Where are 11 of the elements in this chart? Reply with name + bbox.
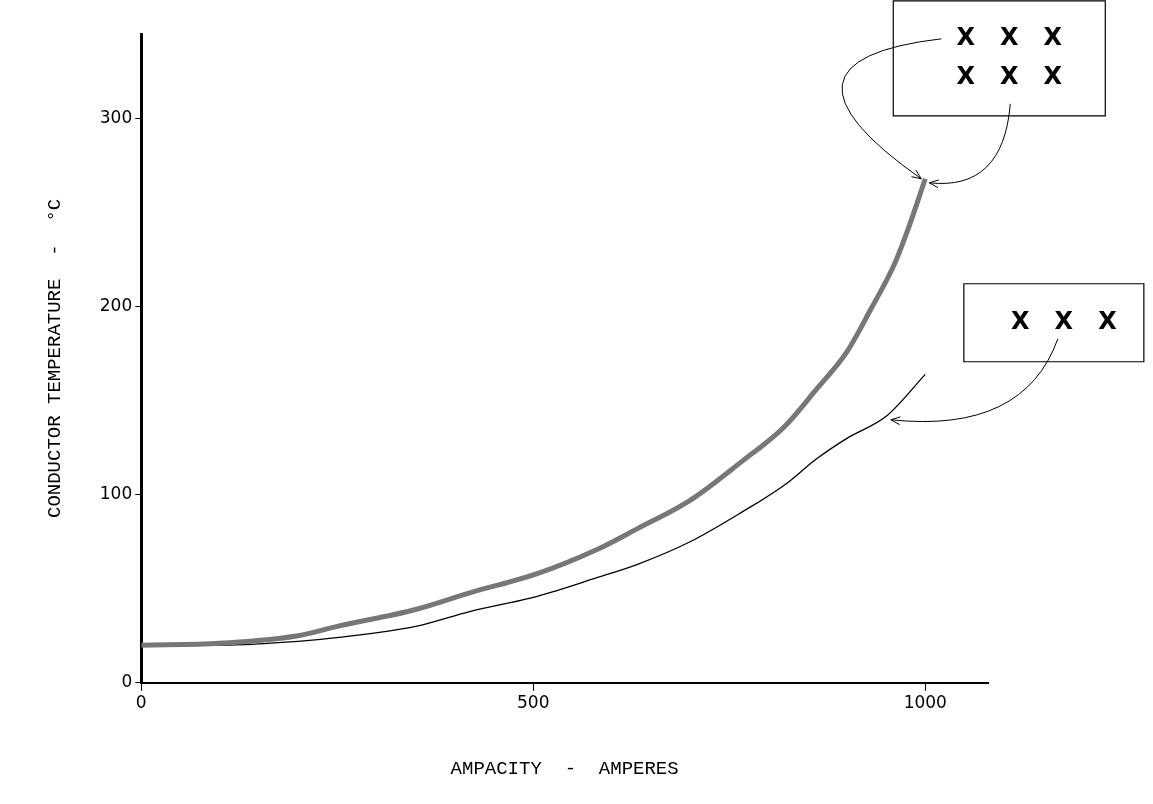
x-tick-label: 500: [517, 692, 550, 713]
x-tick-label: 1000: [903, 692, 947, 713]
annotation: X X X: [1011, 306, 1118, 335]
y-tick-label: 200: [99, 295, 133, 316]
y-tick-label: 0: [121, 671, 133, 692]
annotation: X X X X X X: [956, 23, 1063, 90]
y-tick-label: 100: [99, 483, 133, 504]
x-axis-title: AMPACITY - AMPERES: [450, 757, 679, 780]
y-axis-title: CONDUCTOR TEMPERATURE - °C: [44, 198, 67, 519]
x-tick-label: 0: [135, 692, 147, 713]
y-tick-label: 300: [99, 107, 133, 128]
